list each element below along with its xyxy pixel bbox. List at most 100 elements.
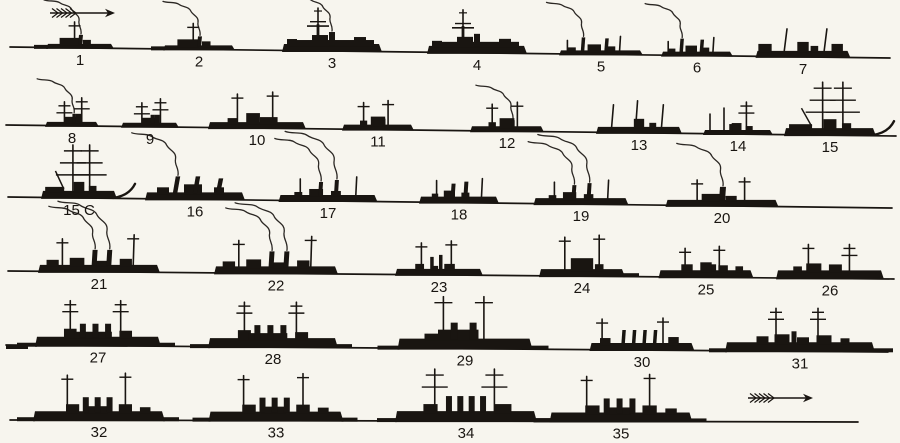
- hull: [208, 338, 338, 349]
- ship-11-silhouette: [342, 99, 414, 131]
- ship-label: 27: [90, 350, 107, 367]
- funnel: [629, 398, 636, 414]
- superstructure-block: [45, 186, 65, 193]
- superstructure-block: [294, 191, 303, 197]
- superstructure-block: [424, 333, 438, 341]
- superstructure-block: [797, 41, 809, 53]
- ship-label: 21: [91, 276, 108, 293]
- superstructure-block: [118, 404, 132, 414]
- mast: [610, 104, 615, 130]
- ship-label: 11: [370, 134, 386, 151]
- superstructure-block: [585, 405, 600, 415]
- funnel: [469, 322, 477, 340]
- superstructure-block: [415, 263, 425, 271]
- arrow-head: [803, 393, 813, 403]
- superstructure-block: [701, 193, 720, 202]
- ship-label: 2: [195, 53, 203, 70]
- smoke-trail: [234, 202, 288, 252]
- ship-17-silhouette: [274, 130, 378, 202]
- ship-12-silhouette: [470, 84, 544, 133]
- mast: [132, 234, 135, 268]
- hull: [397, 338, 533, 350]
- superstructure-block: [567, 47, 576, 53]
- ship-18-silhouette: [419, 177, 499, 204]
- hull: [395, 268, 483, 276]
- superstructure-block: [287, 39, 297, 47]
- ship-14-silhouette: [703, 101, 773, 136]
- ship-label: 30: [634, 354, 651, 371]
- ship-label: 7: [799, 61, 807, 78]
- funnel: [92, 323, 99, 338]
- superstructure-block: [731, 123, 742, 133]
- ship-1-silhouette: [34, 0, 114, 49]
- funnel: [172, 176, 181, 194]
- superstructure-block: [488, 122, 496, 129]
- smoke-trail: [676, 142, 724, 187]
- ship-6-silhouette: [644, 2, 733, 57]
- superstructure-block: [685, 45, 697, 54]
- ship-label: 22: [268, 277, 285, 294]
- funnel: [439, 254, 443, 270]
- funnel: [450, 183, 456, 198]
- funnel: [616, 398, 623, 414]
- funnel: [197, 36, 202, 47]
- ship-15-silhouette: [784, 81, 896, 137]
- smoke-trail: [545, 1, 585, 38]
- superstructure-block: [64, 116, 77, 124]
- ship-26-silhouette: [776, 243, 884, 280]
- smoke-trail: [57, 200, 111, 250]
- arrow-fletching: [758, 393, 766, 403]
- smoke-trail: [131, 132, 179, 176]
- superstructure-block: [66, 404, 80, 414]
- superstructure-block: [157, 187, 169, 195]
- superstructure-block: [570, 258, 594, 272]
- superstructure-block: [594, 264, 604, 272]
- superstructure-block: [142, 117, 156, 125]
- ship-label: 19: [573, 208, 590, 225]
- hull-ledge: [530, 345, 549, 350]
- funnel: [268, 251, 275, 268]
- superstructure-block: [823, 119, 837, 131]
- superstructure-block: [88, 185, 97, 193]
- superstructure-block: [548, 195, 557, 201]
- superstructure-block: [370, 116, 386, 127]
- ship-label: 20: [714, 210, 731, 227]
- funnel: [283, 251, 290, 268]
- ship-label: 1: [76, 52, 84, 69]
- superstructure-block: [649, 122, 657, 129]
- hull: [665, 199, 779, 207]
- superstructure-block: [82, 39, 91, 46]
- hull-ledge: [190, 344, 210, 349]
- funnel: [631, 330, 637, 345]
- ship-label: 17: [320, 205, 337, 222]
- funnel: [215, 178, 224, 194]
- ship-9-silhouette: [121, 97, 179, 128]
- superstructure-block: [295, 332, 309, 341]
- ship-2-silhouette: [151, 0, 235, 51]
- superstructure-block: [633, 118, 645, 129]
- funnel: [192, 176, 201, 194]
- ship-label: 18: [451, 207, 468, 224]
- hull-ledge: [163, 417, 179, 422]
- superstructure-block: [237, 330, 251, 341]
- funnel: [699, 39, 705, 53]
- funnel: [445, 396, 452, 413]
- superstructure-block: [297, 260, 310, 269]
- funnel: [267, 325, 274, 340]
- hull: [559, 50, 643, 56]
- hull: [776, 270, 884, 280]
- superstructure-block: [443, 190, 455, 199]
- ship-8-silhouette: [36, 78, 99, 127]
- ship-label: 32: [91, 424, 108, 441]
- superstructure-block: [606, 46, 616, 53]
- funnel: [586, 183, 592, 200]
- hull-ledge: [336, 344, 352, 349]
- ship-label: 16: [187, 203, 204, 220]
- smoke-trail: [162, 0, 201, 37]
- superstructure-block: [222, 261, 236, 269]
- funnel: [318, 181, 324, 196]
- funnel: [106, 249, 113, 266]
- hull-ledge: [17, 342, 37, 347]
- ship-30-silhouette: [589, 317, 695, 352]
- funnel: [271, 397, 278, 413]
